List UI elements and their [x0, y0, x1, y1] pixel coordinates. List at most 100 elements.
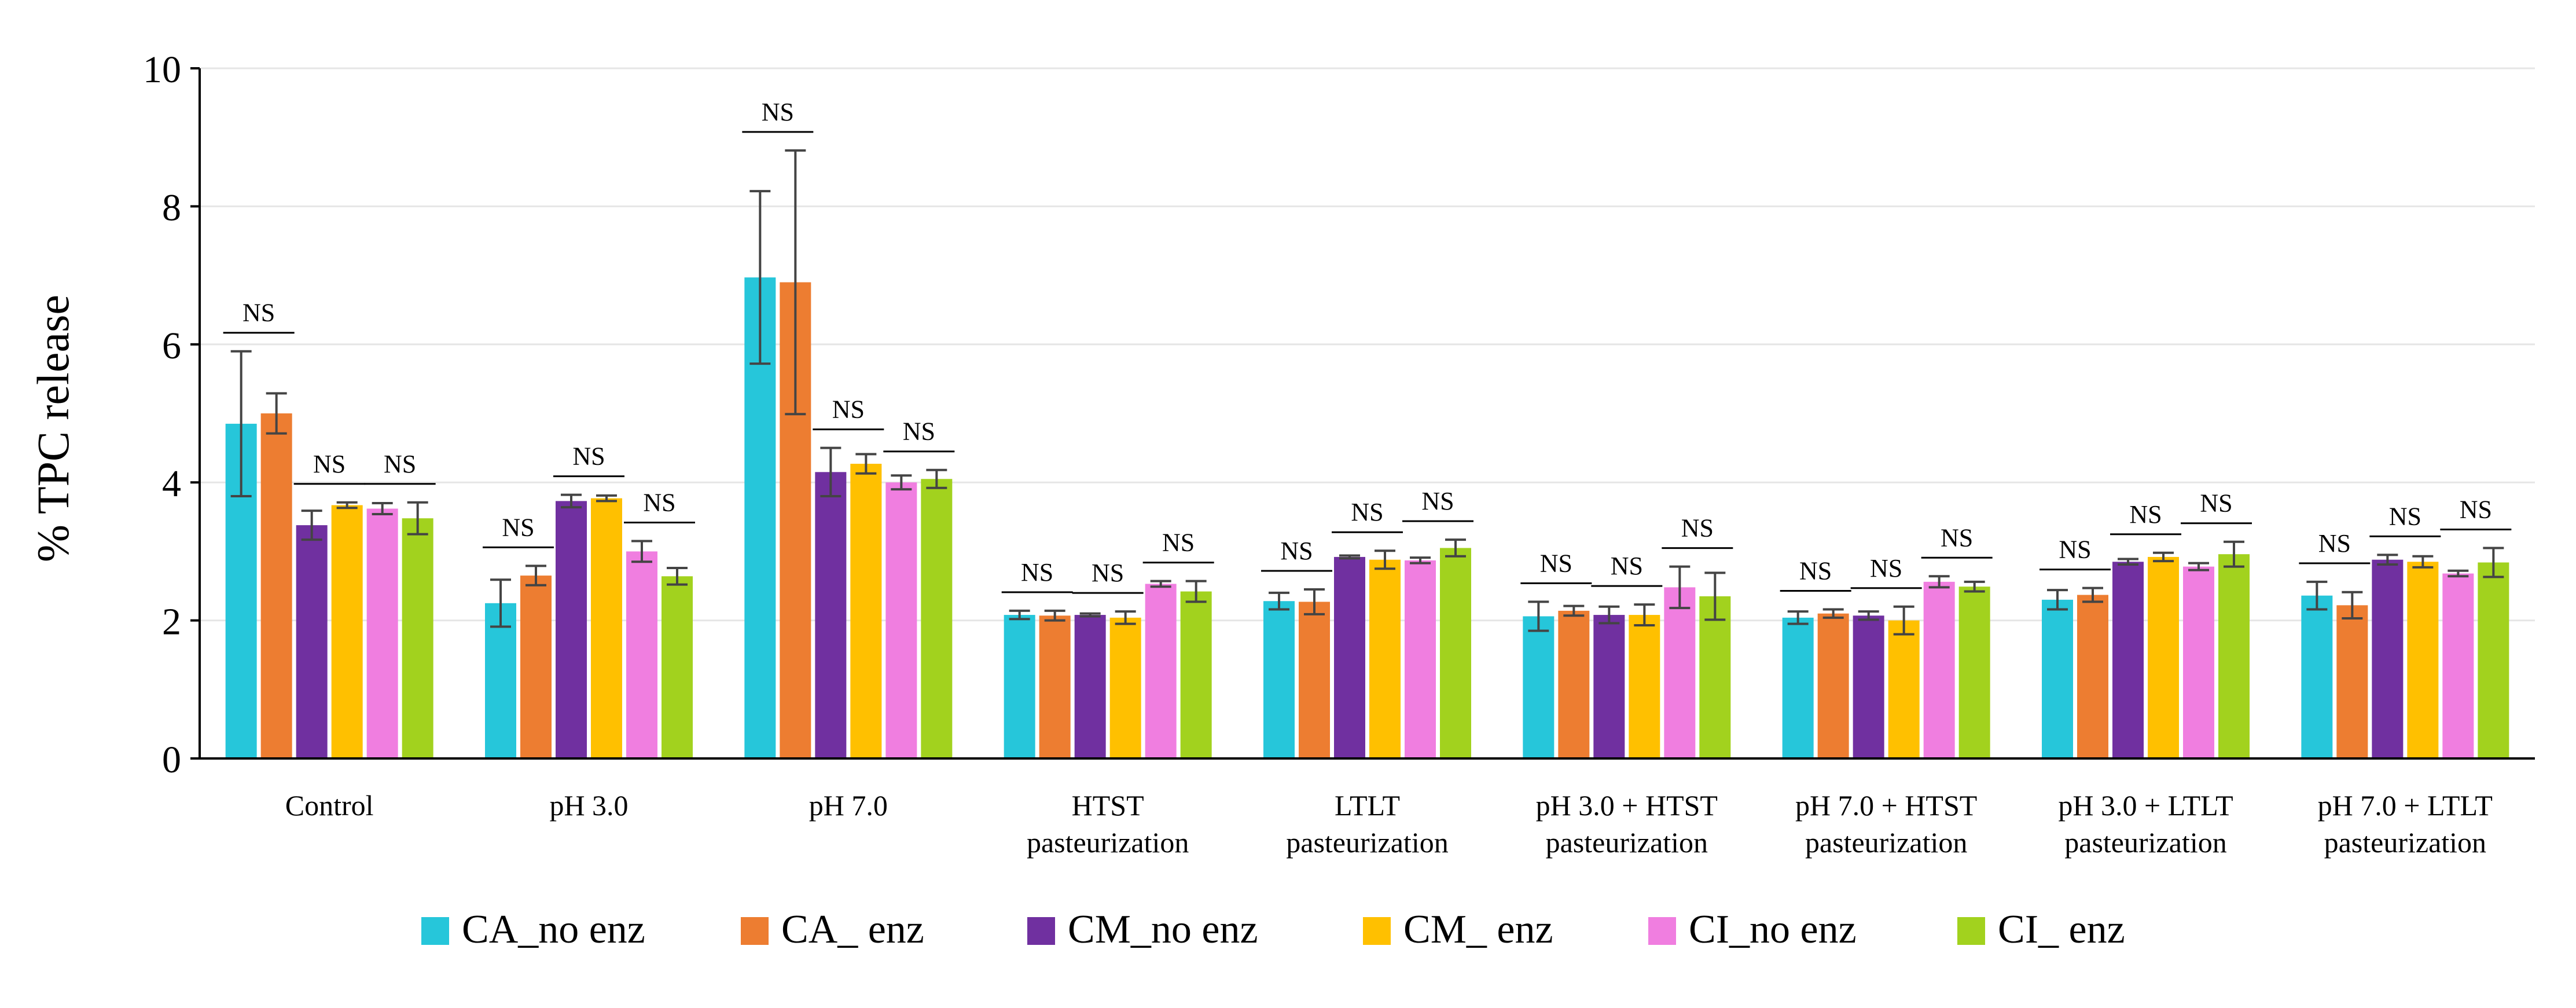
- bar: [1888, 620, 1920, 758]
- bar: [1299, 602, 1330, 758]
- bar: [2042, 599, 2073, 758]
- significance-label: NS: [1611, 552, 1643, 580]
- bar: [1664, 587, 1696, 758]
- legend-swatch: [1957, 917, 1985, 945]
- bar: [815, 472, 847, 758]
- bar: [1074, 615, 1106, 758]
- bar: [626, 551, 657, 758]
- bar: [2301, 595, 2333, 758]
- x-tick-label: pH 3.0: [549, 789, 628, 822]
- bar: [296, 525, 328, 758]
- significance-label: NS: [1941, 523, 1973, 552]
- bar: [1263, 601, 1295, 758]
- bar: [485, 603, 516, 758]
- bar: [1004, 615, 1035, 758]
- bar: [2112, 562, 2144, 758]
- x-tick-label: pH 3.0 + LTLT pasteurization: [2058, 789, 2233, 859]
- error-bars: [230, 149, 2504, 636]
- legend-swatch: [1648, 917, 1676, 945]
- y-tick-label: 0: [162, 739, 181, 781]
- significance-label: NS: [1870, 554, 1902, 582]
- bar: [1440, 548, 1471, 758]
- significance-label: NS: [242, 299, 275, 327]
- bar: [2442, 573, 2474, 758]
- legend: CA_no enz CA_ enz CM_no enz CM_ enz CI_no en…: [421, 907, 2125, 952]
- significance-label: NS: [384, 450, 416, 478]
- bar: [2077, 595, 2108, 758]
- bar: [1405, 560, 1436, 758]
- significance-label: NS: [2389, 502, 2421, 530]
- legend-swatch: [741, 917, 769, 945]
- significance-label: NS: [1021, 558, 1053, 587]
- y-tick-label: 8: [162, 186, 181, 229]
- bar: [1817, 613, 1849, 758]
- x-tick-label: LTLT pasteurization: [1286, 789, 1448, 859]
- bar: [1699, 596, 1731, 758]
- significance-label: NS: [572, 442, 605, 471]
- legend-label: CM_no enz: [1068, 907, 1258, 952]
- x-tick-label: pH 7.0 + LTLT pasteurization: [2318, 789, 2493, 859]
- bar: [1109, 617, 1141, 758]
- bar: [1923, 581, 1955, 758]
- significance-label: NS: [643, 489, 675, 517]
- significance-label: NS: [762, 98, 794, 126]
- legend-label: CA_ enz: [781, 907, 924, 952]
- significance-annotations: NS NS NS NS NS NS NS NS NS NS NS NS NS NS NS NS NS NS NS NS…: [223, 98, 2512, 594]
- significance-label: NS: [903, 417, 935, 446]
- bar: [260, 413, 292, 758]
- x-tick-label: pH 3.0 + HTST pasteurization: [1536, 789, 1718, 859]
- significance-label: NS: [832, 395, 865, 424]
- x-tick-label: Control: [285, 789, 374, 822]
- bar: [921, 479, 953, 758]
- bar: [1853, 615, 1884, 758]
- significance-label: NS: [2200, 489, 2232, 518]
- bar: [2407, 562, 2439, 758]
- bar: [1629, 615, 1660, 758]
- x-tick-label: pH 7.0 + HTST pasteurization: [1795, 789, 1977, 859]
- significance-label: NS: [1540, 549, 1572, 577]
- bar: [402, 518, 433, 758]
- bar: [2372, 559, 2404, 758]
- bar: [662, 576, 693, 758]
- bar: [1369, 559, 1401, 758]
- legend-label: CA_no enz: [462, 907, 645, 952]
- bar: [1593, 615, 1625, 758]
- bar: [885, 482, 917, 758]
- legend-label: CI_no enz: [1689, 907, 1857, 952]
- bar: [2478, 562, 2509, 758]
- significance-label: NS: [1351, 498, 1383, 526]
- significance-label: NS: [313, 450, 346, 478]
- y-tick-label: 2: [162, 601, 181, 643]
- bar: [1334, 556, 1365, 758]
- significance-label: NS: [1162, 529, 1195, 557]
- bar: [1039, 615, 1071, 758]
- significance-label: NS: [1799, 557, 1832, 585]
- axes: 0 2 4 6 8 10 Control pH 3.0 pH 7.0 HTST pasteuriza…: [143, 49, 2535, 859]
- bar: [366, 508, 398, 758]
- bar: [850, 464, 882, 758]
- legend-label: CM_ enz: [1403, 907, 1553, 952]
- significance-label: NS: [502, 513, 534, 541]
- bar: [2336, 605, 2368, 758]
- y-tick-label: 4: [162, 463, 181, 505]
- y-tick-label: 10: [143, 49, 181, 91]
- bars: [225, 277, 2509, 758]
- y-axis-title: % TPC release: [28, 295, 78, 562]
- bar: [331, 505, 363, 758]
- bar: [1523, 616, 1555, 758]
- significance-label: NS: [2318, 529, 2351, 558]
- bar: [556, 501, 587, 758]
- legend-swatch: [421, 917, 449, 945]
- gridlines: [200, 67, 2535, 622]
- significance-label: NS: [1681, 514, 1714, 543]
- x-tick-label: HTST pasteurization: [1027, 789, 1189, 859]
- significance-label: NS: [1280, 537, 1313, 565]
- bar: [1145, 584, 1177, 758]
- legend-swatch: [1363, 917, 1391, 945]
- bar: [2218, 554, 2250, 758]
- significance-label: NS: [1421, 487, 1454, 515]
- legend-label: CI_ enz: [1998, 907, 2125, 952]
- bar: [2183, 566, 2214, 758]
- bar: [1180, 591, 1212, 758]
- y-tick-label: 6: [162, 325, 181, 367]
